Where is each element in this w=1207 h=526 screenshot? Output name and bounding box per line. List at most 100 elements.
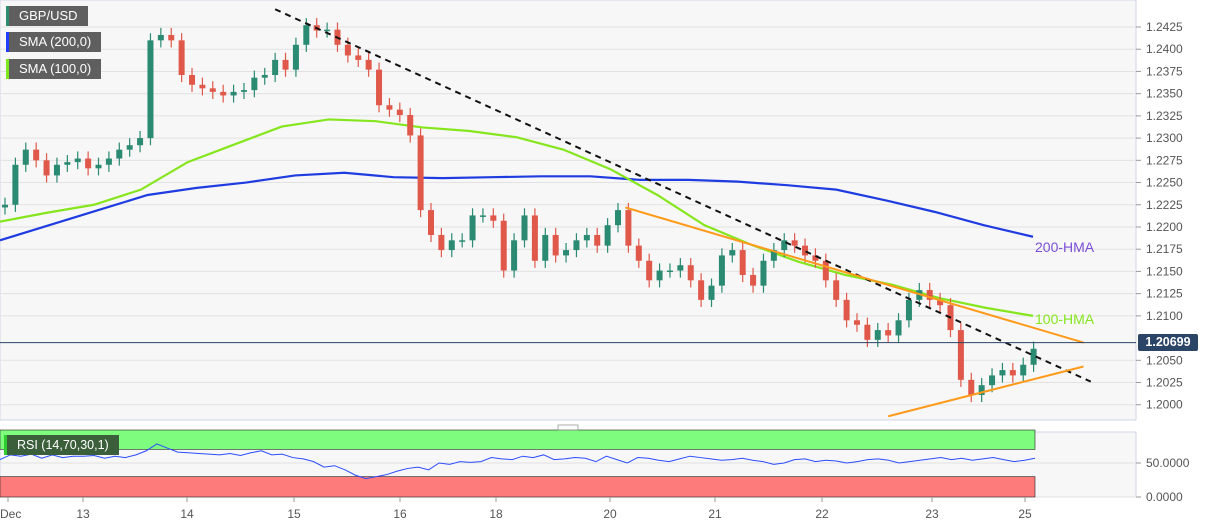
candle <box>64 154 71 172</box>
candle-body <box>292 44 299 70</box>
candle <box>251 70 258 98</box>
candle-body <box>230 91 237 96</box>
candle-body <box>646 260 653 281</box>
price-panel <box>0 0 1137 421</box>
candle <box>978 378 985 403</box>
candle <box>355 48 362 67</box>
candle-body <box>95 164 102 169</box>
candle-body <box>864 324 871 340</box>
candle <box>531 208 538 268</box>
last-price-label: 1.20699 <box>1138 334 1198 351</box>
last-price-value: 1.20699 <box>1145 335 1191 349</box>
y-tick-label: 1.2300 <box>1146 131 1183 145</box>
rsi-overbought-band <box>0 429 1036 450</box>
candle-body <box>376 69 383 106</box>
candle <box>511 233 518 278</box>
candle-body <box>272 59 279 75</box>
candle-body <box>22 149 29 165</box>
candle <box>116 142 123 166</box>
candle-body <box>344 44 351 56</box>
candle-body <box>957 330 964 380</box>
candle <box>230 84 237 103</box>
candle-body <box>563 250 570 256</box>
x-tick-label: 23 <box>925 507 939 521</box>
candle <box>812 248 819 268</box>
candle-body <box>843 299 850 321</box>
candle <box>822 253 829 288</box>
candle-body <box>791 240 798 246</box>
candle <box>833 273 840 307</box>
candle <box>427 202 434 243</box>
candle-body <box>490 215 497 221</box>
candle <box>33 142 40 168</box>
candle <box>542 227 549 268</box>
candle <box>12 157 19 212</box>
candle-body <box>978 385 985 395</box>
candle-body <box>240 90 247 92</box>
candle <box>895 313 902 343</box>
y-tick-label: 1.2225 <box>1146 198 1183 212</box>
x-tick-label: 15 <box>287 507 301 521</box>
candle <box>853 313 860 332</box>
panel-resize-handle[interactable] <box>557 424 579 431</box>
hma-200-line <box>0 171 1034 242</box>
candle-body <box>303 25 310 45</box>
candle-body <box>968 379 975 395</box>
candle-body <box>386 105 393 110</box>
candle <box>386 98 393 117</box>
candle-body <box>885 330 892 336</box>
legend-sma-100[interactable]: SMA (100,0) <box>6 59 102 79</box>
x-tick-label: 18 <box>489 507 503 521</box>
legend-symbol[interactable]: GBP/USD <box>6 6 88 26</box>
candle <box>770 242 777 268</box>
candle-body <box>1030 348 1037 365</box>
candle-body <box>85 158 92 169</box>
y-tick-label: 1.2050 <box>1146 353 1183 367</box>
x-tick-label: 25 <box>1018 507 1032 521</box>
candle <box>157 27 164 48</box>
y-tick-label: 1.2400 <box>1146 42 1183 56</box>
candle-body <box>708 285 715 300</box>
candle-body <box>261 74 268 78</box>
trendline-triangle-upper <box>625 206 1084 344</box>
candle-body <box>282 59 289 70</box>
candle-body <box>355 55 362 60</box>
candle <box>459 233 466 248</box>
candle <box>282 52 289 77</box>
x-tick-label: 20 <box>603 507 617 521</box>
candle <box>469 208 476 248</box>
candle <box>999 362 1006 383</box>
y-tick-label: 1.2275 <box>1146 153 1183 167</box>
candle <box>365 52 372 77</box>
candle <box>126 138 133 157</box>
candle <box>95 157 102 176</box>
candle <box>885 322 892 343</box>
candle <box>147 33 154 146</box>
candle <box>43 153 50 183</box>
y-tick-label: 1.2125 <box>1146 287 1183 301</box>
candle-body <box>469 215 476 241</box>
candle <box>573 233 580 258</box>
candle-body <box>324 29 331 32</box>
candle-body <box>396 109 403 115</box>
candle-body <box>199 84 206 89</box>
candle <box>937 292 944 313</box>
candle-body <box>874 330 881 340</box>
y-tick-label: 1.2150 <box>1146 264 1183 278</box>
candle-body <box>635 245 642 261</box>
candle-body <box>895 320 902 336</box>
candle <box>2 197 8 215</box>
rsi-oversold-band <box>0 476 1036 498</box>
candle <box>272 52 279 83</box>
candle-body <box>448 240 455 251</box>
candle <box>376 62 383 113</box>
candle <box>490 208 497 228</box>
trendline-triangle-lower <box>887 365 1084 418</box>
legend-rsi[interactable]: RSI (14,70,30,1) <box>4 435 119 455</box>
candle <box>864 317 871 347</box>
candle-body <box>812 255 819 261</box>
candle <box>199 77 206 96</box>
legend-sma-200[interactable]: SMA (200,0) <box>6 32 102 52</box>
candle-body <box>698 280 705 300</box>
